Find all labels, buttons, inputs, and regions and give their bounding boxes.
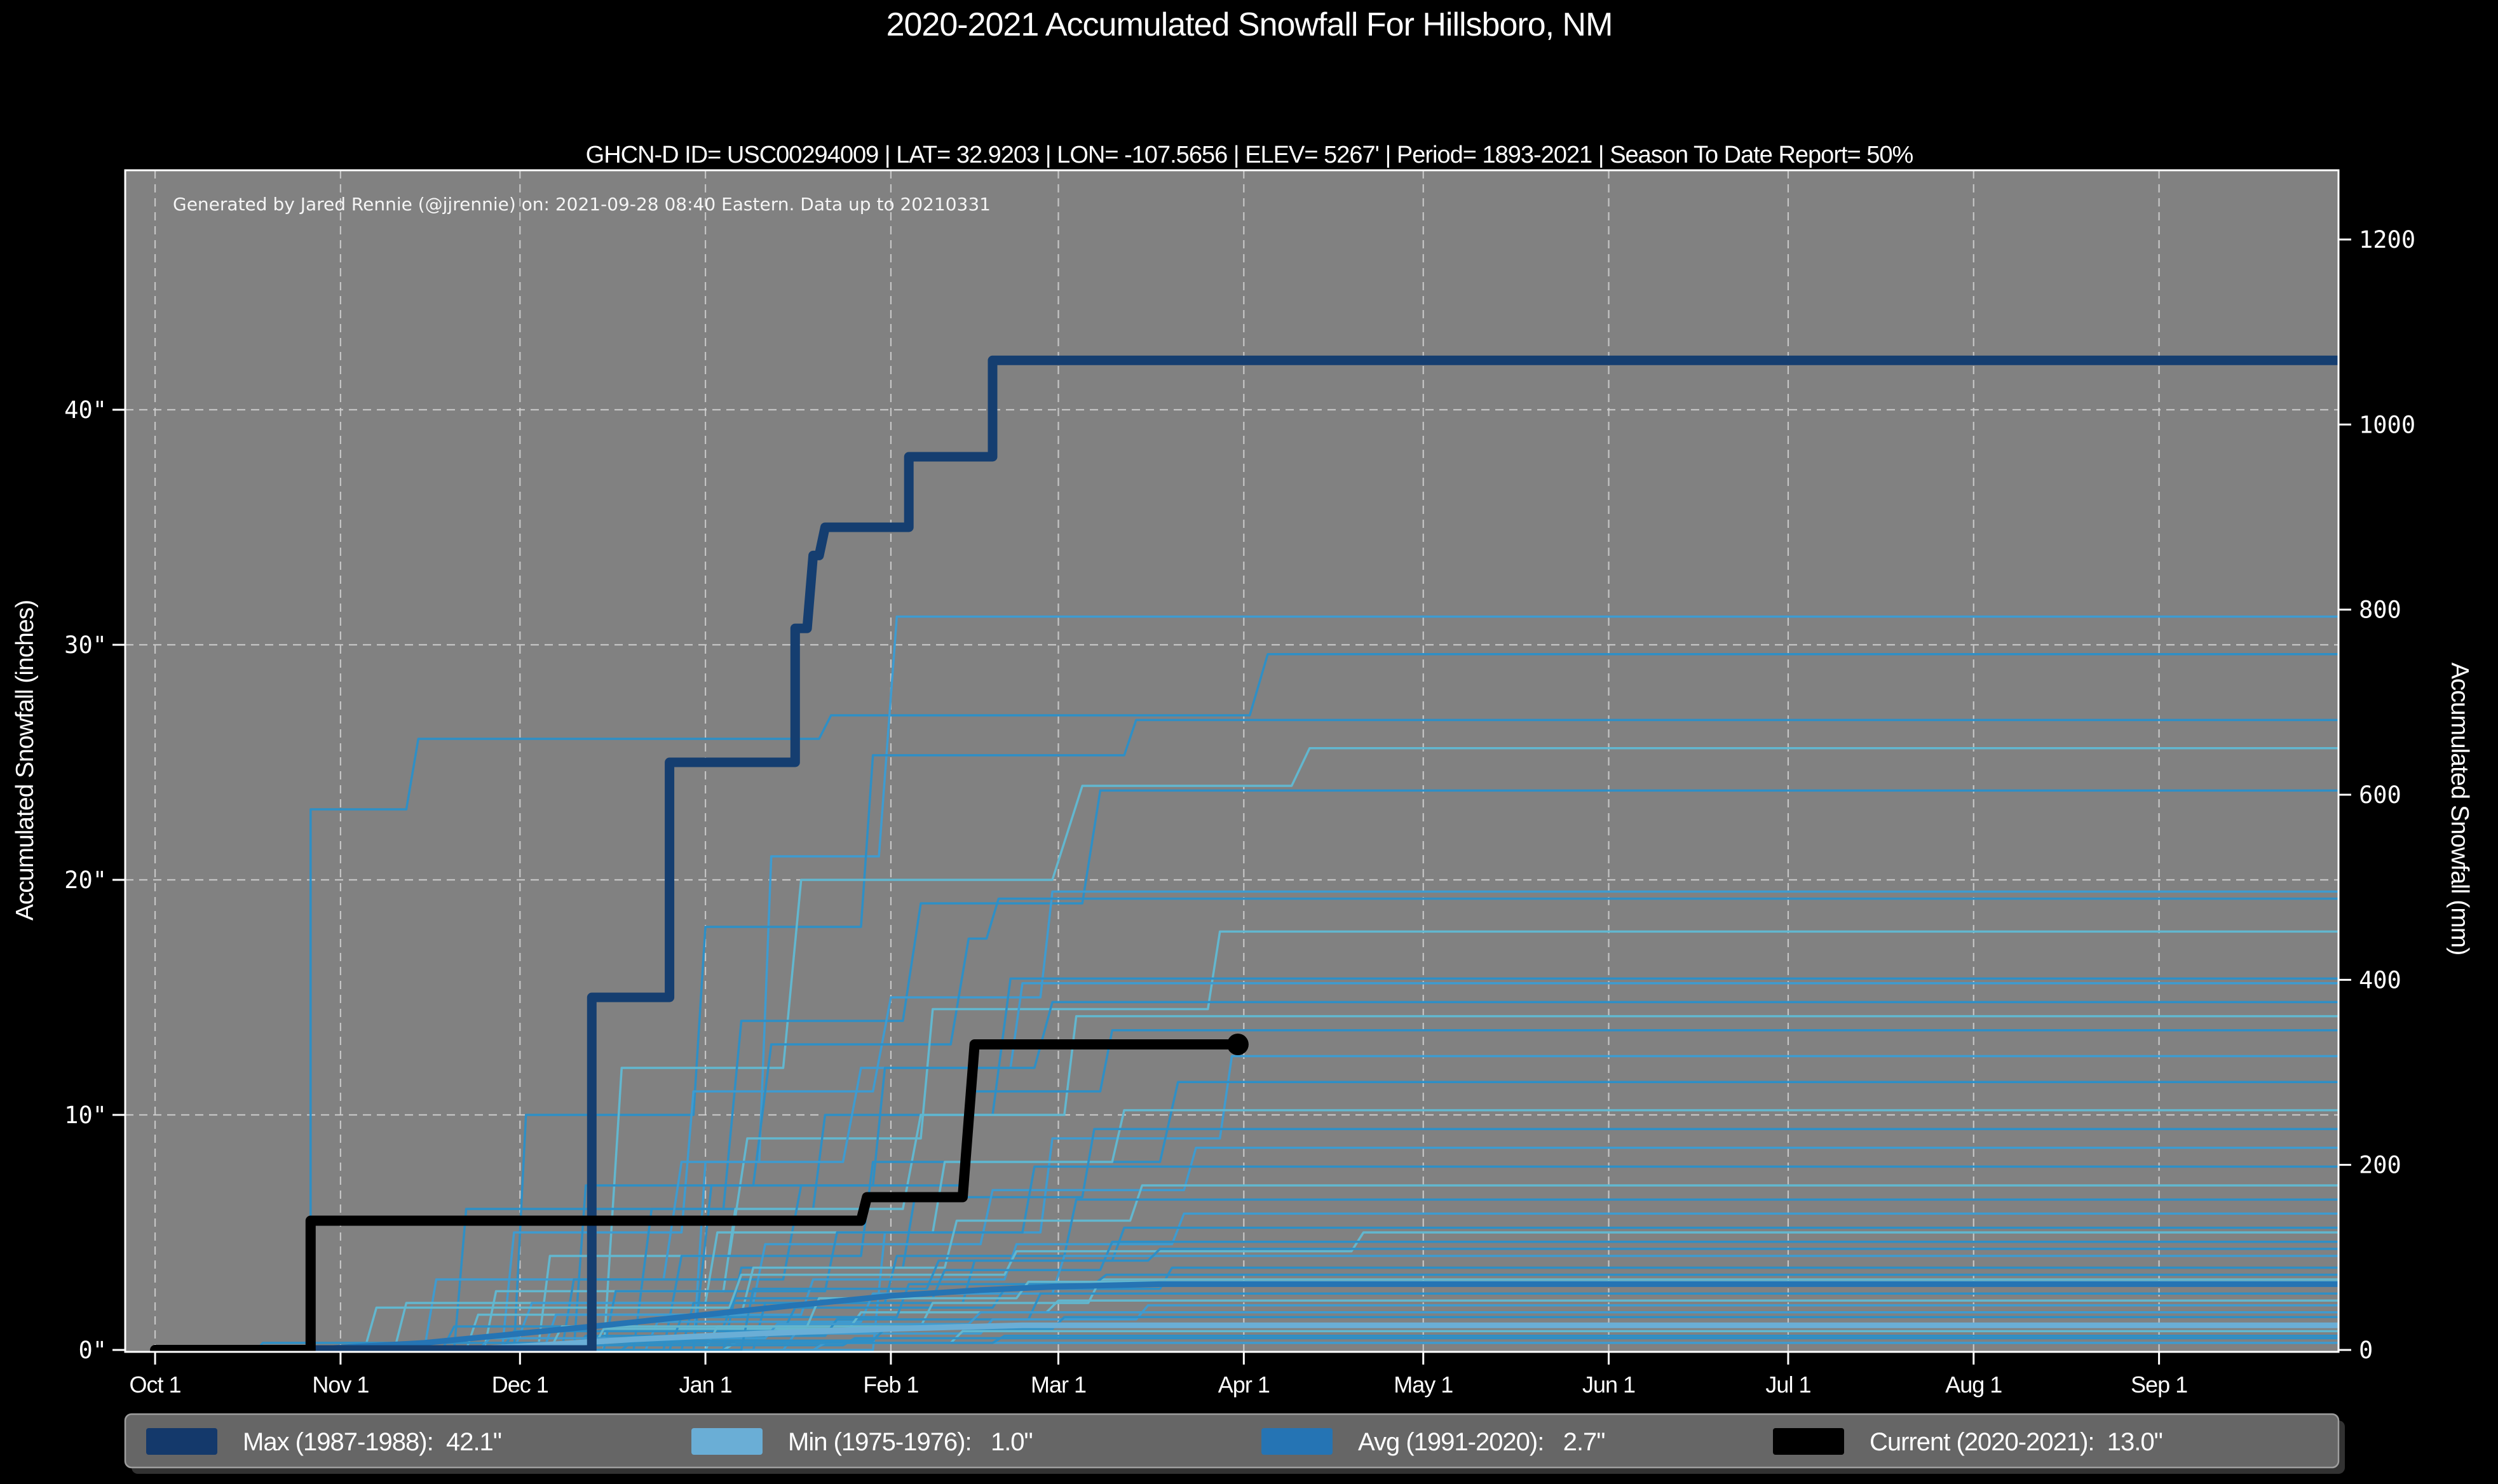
y-right-tick-label: 1000: [2359, 411, 2415, 438]
x-tick-label: Sep 1: [2131, 1372, 2187, 1398]
attribution-note: Generated by Jared Rennie (@jjrennie) on…: [173, 194, 991, 215]
historical-season-line: [155, 897, 2338, 1351]
y-left-tick-label: 30": [64, 631, 107, 659]
gridlines: [125, 170, 2338, 1352]
historical-season-line: [155, 1109, 2338, 1351]
historical-season-line: [155, 1248, 2338, 1351]
x-tick-label: Jun 1: [1582, 1372, 1635, 1398]
y-right-tick-label: 400: [2359, 966, 2401, 994]
chart-title: 2020-2021 Accumulated Snowfall For Hills…: [886, 6, 1613, 43]
historical-season-line: [155, 1266, 2338, 1351]
x-tick-label: Dec 1: [492, 1372, 548, 1398]
historical-season-line: [155, 982, 2338, 1351]
legend: Max (1987-1988): 42.1" Min (1975-1976): 1…: [124, 1413, 2345, 1474]
legend-swatch-avg: [1261, 1428, 1333, 1455]
historical-season-line: [155, 1184, 2338, 1351]
x-tick-label: Apr 1: [1218, 1372, 1270, 1398]
legend-label-max: Max (1987-1988): 42.1": [243, 1428, 501, 1456]
y-right-tick-label: 0: [2359, 1337, 2373, 1364]
x-tick-label: Mar 1: [1031, 1372, 1086, 1398]
x-axis-tick-labels: Oct 1 Nov 1 Dec 1 Jan 1 Feb 1 Mar 1 Apr 1 May 1…: [130, 1372, 2189, 1398]
x-tick-label: Oct 1: [130, 1372, 181, 1398]
x-tick-label: May 1: [1394, 1372, 1453, 1398]
y-left-tick-label: 0": [78, 1337, 107, 1364]
x-tick-label: Feb 1: [863, 1372, 918, 1398]
plot-border: [124, 169, 2340, 1353]
x-tick-label: Jul 1: [1765, 1372, 1810, 1398]
x-tick-label: Aug 1: [1945, 1372, 2002, 1398]
historical-season-line: [155, 615, 2338, 1351]
y-right-tick-label: 800: [2359, 597, 2401, 624]
y-axis-label-left: Accumulated Snowfall (inches): [11, 600, 39, 921]
legend-label-min: Min (1975-1976): 1.0": [788, 1428, 1033, 1456]
chart-station-info: GHCN-D ID= USC00294009 | LAT= 32.9203 | …: [586, 142, 1913, 168]
historical-season-line: [155, 1316, 2338, 1351]
axis-tick-marks: [112, 238, 2351, 1365]
current-end-marker: [1226, 1034, 1249, 1055]
legend-label-current: Current (2020-2021): 13.0": [1870, 1428, 2162, 1456]
x-tick-label: Nov 1: [312, 1372, 369, 1398]
series-line-max: [150, 355, 2338, 1352]
y-right-tick-label: 1200: [2359, 226, 2415, 253]
plot-background: [125, 170, 2338, 1352]
y-left-tick-label: 20": [64, 867, 107, 894]
legend-swatch-max: [146, 1428, 217, 1455]
legend-swatch-current: [1773, 1428, 1844, 1455]
y-right-tick-label: 200: [2359, 1152, 2401, 1179]
series-line-current: [150, 1039, 1243, 1352]
legend-swatch-min: [691, 1428, 763, 1455]
y-left-tick-label: 10": [64, 1102, 107, 1129]
y-axis-label-right: Accumulated Snowfall (mm): [2446, 663, 2473, 955]
y-axis-right-tick-labels: 0 200 400 600 800 1000 1200: [2359, 226, 2415, 1364]
y-right-tick-label: 600: [2359, 781, 2401, 809]
historical-season-line: [155, 1015, 2338, 1351]
historical-season-line: [155, 1273, 2338, 1351]
historical-season-line: [155, 653, 2338, 1351]
y-left-tick-label: 40": [64, 396, 107, 424]
y-axis-left-tick-labels: 0" 10" 20" 30" 40": [64, 396, 107, 1364]
main-series-lines: [150, 355, 2338, 1352]
x-tick-label: Jan 1: [679, 1372, 732, 1398]
legend-label-avg: Avg (1991-2020): 2.7": [1358, 1428, 1605, 1456]
